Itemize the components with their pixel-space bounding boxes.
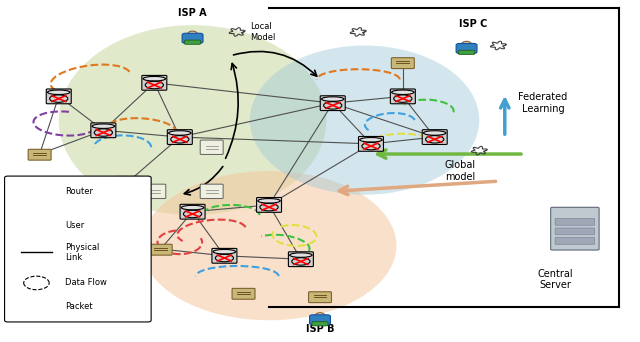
FancyBboxPatch shape xyxy=(28,301,45,312)
Ellipse shape xyxy=(321,97,344,101)
Ellipse shape xyxy=(143,77,166,81)
Text: User: User xyxy=(65,221,84,230)
Text: Packet: Packet xyxy=(65,302,93,311)
Ellipse shape xyxy=(462,41,471,47)
FancyBboxPatch shape xyxy=(308,292,332,303)
Ellipse shape xyxy=(424,131,446,135)
FancyBboxPatch shape xyxy=(184,40,200,44)
FancyBboxPatch shape xyxy=(212,248,237,263)
Ellipse shape xyxy=(168,131,191,135)
FancyBboxPatch shape xyxy=(182,33,203,43)
Text: Router: Router xyxy=(65,187,93,196)
Ellipse shape xyxy=(92,124,115,129)
FancyBboxPatch shape xyxy=(257,198,282,212)
Ellipse shape xyxy=(25,187,42,190)
FancyBboxPatch shape xyxy=(320,96,345,110)
FancyBboxPatch shape xyxy=(200,184,223,199)
Ellipse shape xyxy=(188,31,197,37)
FancyBboxPatch shape xyxy=(46,89,71,104)
FancyBboxPatch shape xyxy=(24,186,43,197)
Ellipse shape xyxy=(250,45,479,195)
FancyBboxPatch shape xyxy=(555,219,595,225)
Ellipse shape xyxy=(258,199,280,203)
FancyBboxPatch shape xyxy=(4,176,151,322)
FancyBboxPatch shape xyxy=(117,176,140,187)
Ellipse shape xyxy=(213,249,236,254)
Text: ISP B: ISP B xyxy=(306,324,334,334)
Text: ISP C: ISP C xyxy=(459,18,487,28)
FancyBboxPatch shape xyxy=(149,244,172,255)
Ellipse shape xyxy=(360,137,382,142)
Ellipse shape xyxy=(141,171,396,320)
FancyBboxPatch shape xyxy=(143,184,166,199)
Text: Data Flow: Data Flow xyxy=(65,278,107,287)
Text: Global
model: Global model xyxy=(445,160,476,182)
Ellipse shape xyxy=(392,90,414,94)
FancyBboxPatch shape xyxy=(28,149,51,160)
Ellipse shape xyxy=(59,25,326,215)
Ellipse shape xyxy=(47,90,70,94)
FancyBboxPatch shape xyxy=(24,221,43,230)
FancyBboxPatch shape xyxy=(310,315,330,325)
Text: Central
Server: Central Server xyxy=(538,269,573,290)
FancyBboxPatch shape xyxy=(289,252,314,267)
FancyBboxPatch shape xyxy=(142,75,167,90)
Text: Local
Model: Local Model xyxy=(250,22,275,42)
Ellipse shape xyxy=(290,253,312,257)
FancyBboxPatch shape xyxy=(358,136,383,151)
Text: ISP A: ISP A xyxy=(179,8,207,18)
FancyBboxPatch shape xyxy=(555,237,595,244)
FancyBboxPatch shape xyxy=(422,130,447,144)
FancyBboxPatch shape xyxy=(167,130,192,144)
Ellipse shape xyxy=(316,313,324,318)
FancyBboxPatch shape xyxy=(91,123,116,138)
FancyBboxPatch shape xyxy=(459,50,474,54)
FancyBboxPatch shape xyxy=(550,207,599,250)
FancyBboxPatch shape xyxy=(392,58,414,68)
FancyBboxPatch shape xyxy=(312,321,328,326)
Text: Physical
Link: Physical Link xyxy=(65,243,99,262)
FancyBboxPatch shape xyxy=(180,204,205,219)
FancyBboxPatch shape xyxy=(456,43,477,53)
FancyBboxPatch shape xyxy=(390,89,415,104)
FancyBboxPatch shape xyxy=(555,228,595,235)
FancyBboxPatch shape xyxy=(232,288,255,299)
Ellipse shape xyxy=(181,205,204,210)
FancyBboxPatch shape xyxy=(200,140,223,155)
Text: Federated
Learning: Federated Learning xyxy=(518,92,568,114)
